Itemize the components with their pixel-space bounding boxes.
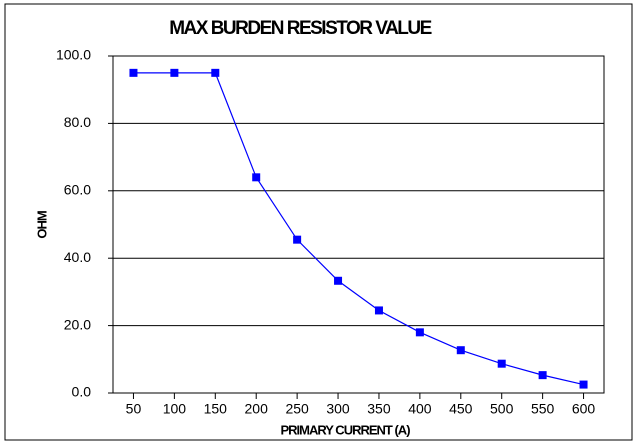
y-tick-label: 80.0 xyxy=(64,114,91,130)
data-point xyxy=(252,173,261,182)
data-point xyxy=(374,306,383,315)
data-point xyxy=(497,359,506,368)
data-point xyxy=(415,328,424,337)
x-tick-label: 550 xyxy=(531,401,555,417)
data-point xyxy=(538,371,547,380)
y-axis-title: OHM xyxy=(34,211,49,239)
x-axis-title: PRIMARY CURRENT (A) xyxy=(280,422,410,437)
x-tick-label: 100 xyxy=(163,401,187,417)
y-tick-label: 100.0 xyxy=(56,47,91,63)
plot-area xyxy=(112,55,605,394)
x-tick-label: 500 xyxy=(490,401,514,417)
data-point xyxy=(334,276,343,285)
data-point xyxy=(129,68,138,77)
x-tick-label: 250 xyxy=(285,401,309,417)
data-point xyxy=(579,380,588,389)
y-tick-label: 60.0 xyxy=(64,182,91,198)
data-point xyxy=(456,346,465,355)
data-point xyxy=(211,68,220,77)
chart-title: MAX BURDEN RESISTOR VALUE xyxy=(169,18,431,39)
x-tick-label: 50 xyxy=(126,401,142,417)
y-tick-label: 20.0 xyxy=(64,316,91,332)
x-tick-label: 200 xyxy=(245,401,269,417)
x-tick-label: 300 xyxy=(326,401,350,417)
y-tick-label: 40.0 xyxy=(64,249,91,265)
x-tick-label: 600 xyxy=(572,401,596,417)
x-tick-label: 400 xyxy=(408,401,432,417)
x-tick-label: 350 xyxy=(367,401,391,417)
data-point xyxy=(293,235,302,244)
y-tick-label: 0.0 xyxy=(72,384,92,400)
series-line xyxy=(133,72,584,386)
x-tick-label: 150 xyxy=(204,401,228,417)
x-tick-label: 450 xyxy=(449,401,473,417)
data-point xyxy=(170,68,179,77)
